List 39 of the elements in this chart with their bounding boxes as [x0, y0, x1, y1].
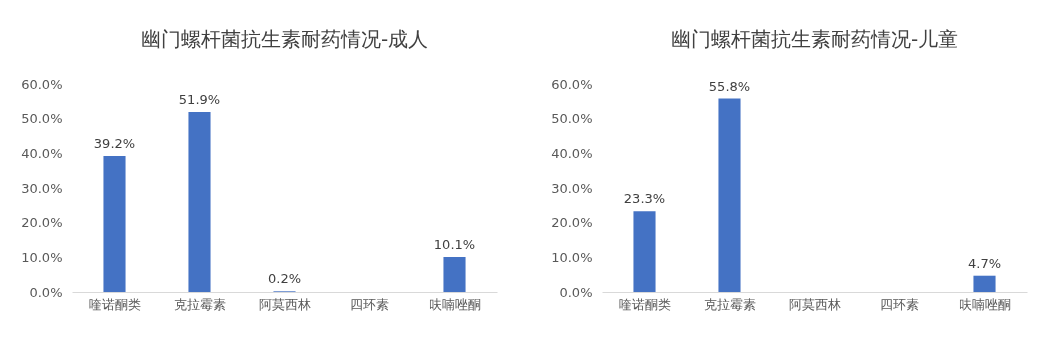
data-label: 0.2% — [267, 271, 302, 287]
chart-title: 幽门螺杆菌抗生素耐药情况-成人 — [140, 27, 429, 51]
y-tick-label: 30.0% — [551, 180, 593, 196]
chart-title: 幽门螺杆菌抗生素耐药情况-儿童 — [670, 27, 959, 51]
bar — [633, 211, 656, 292]
x-tick-label: 四环素 — [350, 296, 389, 312]
bar — [103, 156, 126, 292]
y-tick-label: 0.0% — [559, 284, 593, 300]
data-label: 10.1% — [433, 236, 476, 252]
y-tick-label: 50.0% — [21, 111, 63, 127]
bar — [443, 256, 466, 292]
y-tick-label: 40.0% — [551, 145, 593, 161]
y-tick-label: 50.0% — [551, 111, 593, 127]
data-label: 51.9% — [178, 92, 221, 108]
x-tick-label: 四环素 — [880, 296, 919, 312]
x-tick-label: 呋喃唑酮 — [428, 296, 481, 312]
data-label: 23.3% — [623, 191, 666, 207]
x-tick-label: 喹诺酮类 — [88, 296, 141, 312]
bar — [973, 275, 996, 292]
y-tick-label: 0.0% — [29, 284, 63, 300]
data-label: 55.8% — [708, 78, 751, 94]
y-tick-label: 20.0% — [21, 215, 63, 231]
y-tick-label: 60.0% — [551, 76, 593, 92]
y-tick-label: 10.0% — [21, 249, 63, 265]
data-label: 39.2% — [93, 136, 136, 152]
y-tick-label: 60.0% — [21, 76, 63, 92]
x-tick-label: 呋喃唑酮 — [958, 296, 1011, 312]
x-tick-label: 克拉霉素 — [173, 296, 226, 312]
x-tick-label: 喹诺酮类 — [618, 296, 671, 312]
data-label: 4.7% — [967, 255, 1002, 271]
y-tick-label: 30.0% — [21, 180, 63, 196]
bar — [718, 98, 741, 292]
y-tick-label: 10.0% — [551, 249, 593, 265]
x-tick-label: 克拉霉素 — [703, 296, 756, 312]
x-tick-label: 阿莫西林 — [788, 296, 841, 312]
bar — [188, 112, 211, 292]
y-tick-label: 20.0% — [551, 215, 593, 231]
x-tick-label: 阿莫西林 — [258, 296, 311, 312]
y-tick-label: 40.0% — [21, 145, 63, 161]
